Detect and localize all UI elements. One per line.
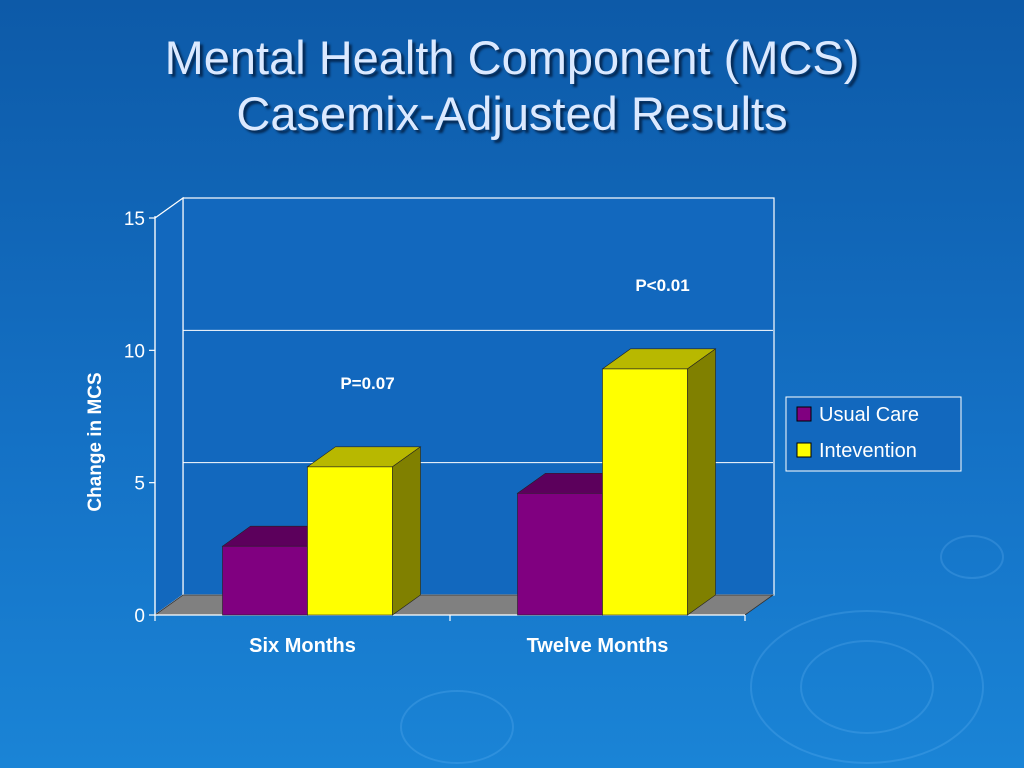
legend: Usual Care Intevention — [785, 396, 962, 472]
side-wall-plane — [154, 196, 184, 617]
bar — [306, 446, 422, 616]
bar-front — [517, 492, 603, 616]
background-ripple — [400, 690, 514, 764]
legend-swatch — [796, 442, 812, 458]
background-ripple — [800, 640, 934, 734]
bar — [601, 348, 717, 616]
title-line-1: Mental Health Component (MCS) — [164, 31, 860, 84]
bar-side — [392, 446, 421, 616]
y-tick-label: 15 — [124, 209, 145, 230]
bar-front — [307, 466, 393, 616]
legend-label: Intevention — [819, 440, 917, 462]
y-axis-label: Change in MCS — [85, 372, 106, 511]
title-line-2: Casemix-Adjusted Results — [236, 87, 788, 140]
side-wall — [154, 196, 184, 617]
legend-swatch — [796, 406, 812, 422]
y-tick-label: 0 — [134, 606, 145, 627]
x-tick-label: Twelve Months — [527, 635, 669, 657]
y-tick-label: 5 — [134, 474, 145, 495]
bar-front — [222, 545, 308, 616]
y-tick-label: 10 — [124, 341, 145, 362]
bars — [221, 348, 717, 616]
legend-label: Usual Care — [819, 404, 919, 426]
x-tick-label: Six Months — [249, 635, 356, 657]
legend-box — [785, 396, 962, 472]
p-value-label: P=0.07 — [340, 374, 394, 393]
slide-title: Mental Health Component (MCS) Casemix-Ad… — [0, 30, 1024, 142]
background-ripple — [750, 610, 984, 764]
background-ripple — [940, 535, 1004, 579]
annotations: P=0.07 P<0.01 — [340, 276, 689, 393]
bar-side — [687, 348, 716, 616]
p-value-label: P<0.01 — [635, 276, 689, 295]
bar-front — [602, 368, 688, 616]
